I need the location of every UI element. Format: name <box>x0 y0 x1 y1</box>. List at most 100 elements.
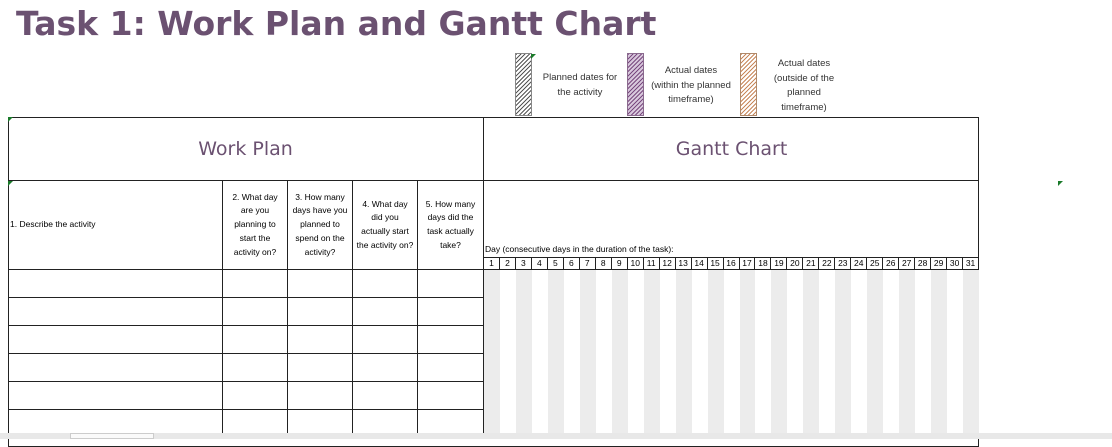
day-number-cell[interactable]: 16 <box>724 258 740 269</box>
table-cell[interactable] <box>8 270 223 297</box>
gantt-day-column[interactable] <box>851 270 867 439</box>
table-cell[interactable] <box>353 270 418 297</box>
gantt-day-column[interactable] <box>611 270 628 439</box>
day-number-cell[interactable]: 7 <box>580 258 596 269</box>
gantt-day-column[interactable] <box>755 270 771 439</box>
day-number-cell[interactable]: 15 <box>708 258 724 269</box>
day-number-cell[interactable]: 1 <box>484 258 500 269</box>
day-number-cell[interactable]: 23 <box>835 258 852 269</box>
day-number-cell[interactable]: 14 <box>692 258 708 269</box>
day-number-cell[interactable]: 11 <box>644 258 660 269</box>
gantt-day-column[interactable] <box>915 270 931 439</box>
day-number-cell[interactable]: 28 <box>915 258 932 269</box>
gantt-day-column[interactable] <box>692 270 708 439</box>
day-number-cell[interactable]: 2 <box>500 258 516 269</box>
gantt-day-column[interactable] <box>579 270 596 439</box>
day-number-cell[interactable]: 5 <box>548 258 564 269</box>
table-cell[interactable] <box>288 382 353 409</box>
day-number-cell[interactable]: 22 <box>819 258 836 269</box>
table-cell[interactable] <box>223 354 288 381</box>
day-number-cell[interactable]: 24 <box>851 258 868 269</box>
day-number-cell[interactable]: 3 <box>516 258 532 269</box>
gantt-day-column[interactable] <box>739 270 756 439</box>
day-number-cell[interactable]: 13 <box>676 258 692 269</box>
column-header-actual-start[interactable]: 4. What day did you actually start the acti… <box>353 181 418 270</box>
table-cell[interactable] <box>8 354 223 381</box>
table-cell[interactable] <box>223 326 288 353</box>
table-cell[interactable] <box>223 382 288 409</box>
table-cell[interactable] <box>418 410 484 437</box>
gantt-day-column[interactable] <box>867 270 884 439</box>
gantt-day-column[interactable] <box>835 270 852 439</box>
day-number-cell[interactable]: 29 <box>931 258 948 269</box>
table-cell[interactable] <box>418 298 484 325</box>
day-number-cell[interactable]: 9 <box>612 258 628 269</box>
gantt-grid[interactable] <box>484 270 980 439</box>
table-cell[interactable] <box>353 410 418 437</box>
table-cell[interactable] <box>8 410 223 437</box>
table-cell[interactable] <box>223 410 288 437</box>
table-cell[interactable] <box>418 382 484 409</box>
table-cell[interactable] <box>418 326 484 353</box>
gantt-day-column[interactable] <box>899 270 916 439</box>
gantt-day-column[interactable] <box>643 270 660 439</box>
table-cell[interactable] <box>288 326 353 353</box>
gantt-day-column[interactable] <box>787 270 803 439</box>
column-header-describe-activity[interactable]: 1. Describe the activity <box>8 181 223 270</box>
gantt-day-column[interactable] <box>532 270 548 439</box>
table-cell[interactable] <box>223 298 288 325</box>
gantt-day-column[interactable] <box>771 270 788 439</box>
gantt-day-column[interactable] <box>947 270 963 439</box>
gantt-day-column[interactable] <box>628 270 644 439</box>
gantt-day-column[interactable] <box>819 270 835 439</box>
gantt-day-column[interactable] <box>931 270 948 439</box>
horizontal-scrollbar[interactable] <box>0 433 1112 439</box>
day-number-cell[interactable]: 25 <box>867 258 884 269</box>
day-number-cell[interactable]: 31 <box>963 258 980 269</box>
gantt-day-column[interactable] <box>484 270 500 439</box>
table-cell[interactable] <box>8 298 223 325</box>
table-cell[interactable] <box>288 354 353 381</box>
day-number-cell[interactable]: 4 <box>532 258 548 269</box>
column-header-planned-start[interactable]: 2. What day are you planning to start the ac… <box>223 181 288 270</box>
gantt-day-column[interactable] <box>803 270 820 439</box>
gantt-day-column[interactable] <box>500 270 516 439</box>
scrollbar-thumb[interactable] <box>70 433 154 439</box>
table-cell[interactable] <box>8 326 223 353</box>
table-cell[interactable] <box>288 410 353 437</box>
day-number-cell[interactable]: 30 <box>947 258 964 269</box>
gantt-day-column[interactable] <box>675 270 692 439</box>
gantt-day-column[interactable] <box>660 270 676 439</box>
gantt-day-column[interactable] <box>963 270 980 439</box>
day-number-cell[interactable]: 21 <box>803 258 820 269</box>
day-number-cell[interactable]: 20 <box>787 258 804 269</box>
table-cell[interactable] <box>353 326 418 353</box>
table-cell[interactable] <box>223 270 288 297</box>
gantt-day-column[interactable] <box>724 270 740 439</box>
column-header-planned-days[interactable]: 3. How many days have you planned to spend … <box>288 181 353 270</box>
day-number-cell[interactable]: 12 <box>660 258 676 269</box>
table-cell[interactable] <box>353 382 418 409</box>
table-cell[interactable] <box>418 270 484 297</box>
gantt-day-column[interactable] <box>547 270 564 439</box>
table-cell[interactable] <box>353 298 418 325</box>
day-number-cell[interactable]: 27 <box>899 258 916 269</box>
table-cell[interactable] <box>418 354 484 381</box>
day-number-cell[interactable]: 6 <box>564 258 580 269</box>
day-number-cell[interactable]: 19 <box>771 258 788 269</box>
day-number-cell[interactable]: 18 <box>755 258 772 269</box>
day-number-cell[interactable]: 26 <box>883 258 900 269</box>
day-number-cell[interactable]: 8 <box>596 258 612 269</box>
day-number-cell[interactable]: 17 <box>740 258 756 269</box>
gantt-day-column[interactable] <box>564 270 580 439</box>
gantt-day-column[interactable] <box>596 270 612 439</box>
gantt-day-column[interactable] <box>883 270 899 439</box>
gantt-day-column[interactable] <box>707 270 724 439</box>
column-header-actual-days[interactable]: 5. How many days did the task actually take… <box>418 181 484 270</box>
table-cell[interactable] <box>288 270 353 297</box>
table-cell[interactable] <box>353 354 418 381</box>
table-cell[interactable] <box>288 298 353 325</box>
table-cell[interactable] <box>8 382 223 409</box>
gantt-day-column[interactable] <box>515 270 532 439</box>
day-number-cell[interactable]: 10 <box>628 258 644 269</box>
